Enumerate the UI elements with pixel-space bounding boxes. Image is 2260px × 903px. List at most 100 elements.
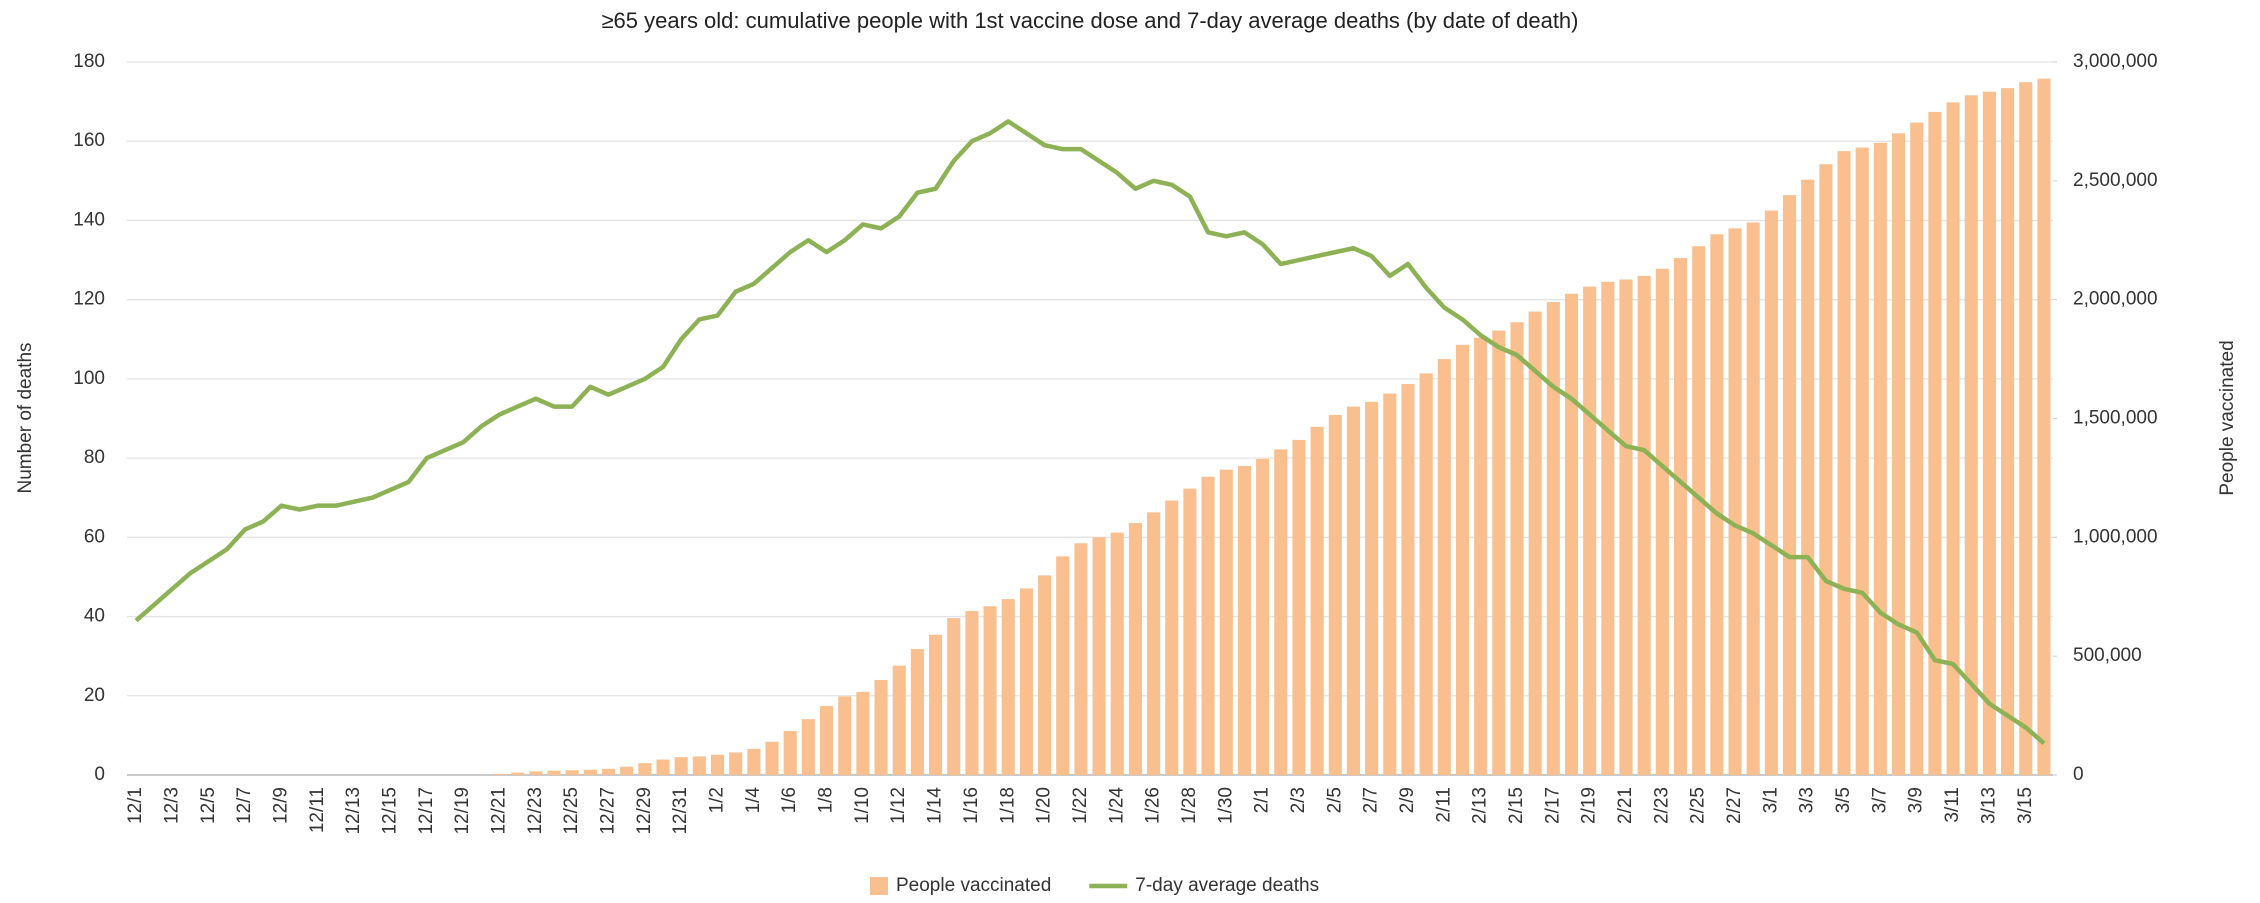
bar [1147,512,1161,775]
bar [1401,384,1415,775]
y-tick-label: 120 [73,289,105,310]
bar [1365,401,1379,775]
x-tick-label: 2/3 [1288,787,1309,813]
bar [1619,279,1633,775]
x-tick-label: 2/5 [1324,787,1345,813]
x-tick-label: 12/3 [161,787,182,824]
bar [1165,500,1179,775]
x-tick-label: 1/10 [852,787,873,824]
y-tick-label: 100 [73,368,105,389]
bar [1982,91,1996,776]
x-tick-label: 12/25 [561,787,582,835]
bar [601,768,616,775]
bar [1710,234,1724,775]
y-axis-label: Number of deaths [15,342,36,493]
bar [765,741,779,775]
x-tick-label: 3/5 [1833,787,1854,813]
y2-tick-label: 1,000,000 [2073,526,2158,547]
x-tick-label: 2/11 [1433,787,1454,823]
y-tick-label: 60 [84,526,105,547]
y2-tick-label: 2,000,000 [2073,289,2158,310]
bar [1892,133,1906,776]
x-tick-label: 1/6 [779,787,800,813]
x-tick-label: 12/21 [488,787,509,835]
x-tick-label: 3/1 [1760,787,1781,813]
bar [1092,537,1106,775]
bar [783,731,797,775]
bar [1528,311,1542,775]
x-tick-label: 3/3 [1797,787,1818,813]
bar [620,766,634,775]
x-tick-label: 2/9 [1397,787,1418,813]
bar [1855,147,1869,775]
x-tick-label: 12/7 [234,787,255,824]
x-tick-label: 3/15 [2015,787,2036,824]
x-tick-label: 2/15 [1506,787,1527,824]
x-tick-label: 2/17 [1542,787,1563,824]
bar [1474,337,1488,775]
x-tick-label: 12/13 [343,787,364,835]
bar [1655,268,1669,775]
bar [638,763,652,775]
x-tick-label: 2/1 [1252,787,1273,813]
bar [1256,458,1270,775]
x-tick-label: 1/8 [816,787,837,813]
x-tick-label: 2/25 [1688,787,1709,824]
bar [1201,476,1215,775]
x-tick-label: 2/19 [1579,787,1600,824]
bar [1328,414,1342,775]
x-tick-label: 3/9 [1906,787,1927,813]
bar [1019,588,1033,775]
x-tick-label: 1/26 [1143,787,1164,824]
x-tick-label: 12/29 [634,787,655,835]
legend-label: People vaccinated [896,875,1051,896]
bar [1692,246,1706,776]
bar [1110,532,1124,775]
y2-tick-label: 1,500,000 [2073,408,2158,429]
x-tick-label: 12/11 [307,787,328,833]
bar [1910,122,1924,776]
bar [819,706,834,775]
y2-axis-label: People vaccinated [2217,340,2238,495]
x-tick-label: 1/20 [1034,787,1055,824]
x-tick-label: 2/13 [1470,787,1491,824]
bar [1764,210,1778,775]
bar [1546,302,1560,775]
x-tick-label: 1/22 [1070,787,1091,824]
bar [1274,449,1288,775]
bar [1564,293,1579,775]
x-tick-label: 2/27 [1724,787,1745,824]
y2-tick-label: 500,000 [2073,645,2142,666]
bar [747,748,761,775]
legend-label: 7-day average deaths [1135,875,1319,896]
bar [1001,599,1015,775]
y-tick-label: 160 [73,130,105,151]
chart-title: ≥65 years old: cumulative people with 1s… [601,8,1578,33]
y-tick-label: 0 [94,764,105,785]
x-tick-label: 3/13 [1978,787,1999,824]
bar [838,696,852,775]
bar [1219,469,1233,775]
bar [1728,228,1742,775]
x-tick-label: 1/16 [961,787,982,824]
bar [2019,82,2033,776]
bar [1837,151,1851,775]
y-tick-label: 80 [84,447,105,468]
bar [1946,102,1960,776]
bar [1601,281,1615,775]
bar [1074,543,1088,775]
bar [801,719,815,775]
bar [856,691,870,775]
line [134,119,2046,746]
y-tick-label: 140 [73,209,105,230]
bar [1873,142,1887,776]
y2-tick-label: 2,500,000 [2073,170,2158,191]
bar [1038,575,1052,775]
x-tick-label: 3/11 [1942,787,1963,823]
y2-tick-label: 3,000,000 [2073,51,2158,72]
bar [2037,78,2051,776]
bar [1183,488,1197,775]
bar [1583,286,1597,775]
bar [2001,88,2015,776]
bar [511,772,525,775]
